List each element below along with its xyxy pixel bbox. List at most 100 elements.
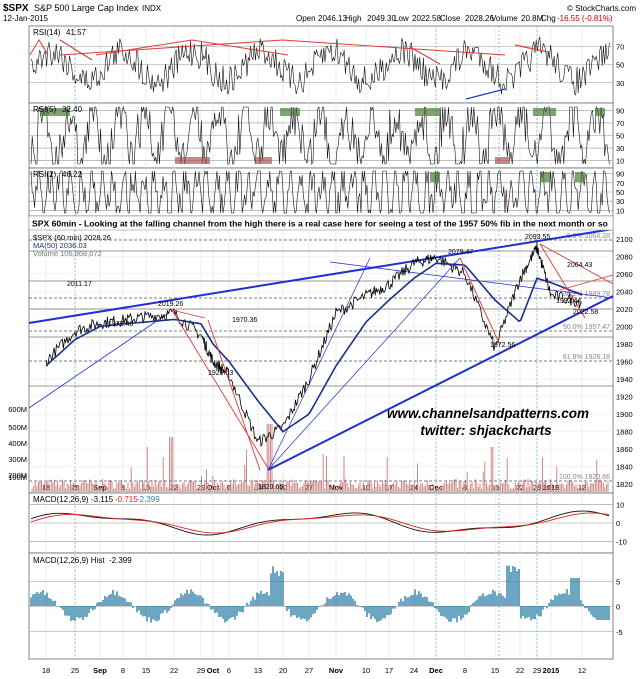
x-tick-label: 8 bbox=[463, 666, 467, 675]
x-tick-label: 20 bbox=[279, 666, 287, 675]
x-tick-label: 15 bbox=[491, 483, 499, 492]
indicator-level-label: 70 bbox=[616, 119, 624, 128]
price-axis-label: 1820 bbox=[616, 480, 633, 489]
indicator-level-label: 30 bbox=[616, 79, 624, 88]
overbought-fill bbox=[540, 172, 550, 182]
volume-axis-label: 500M bbox=[8, 423, 27, 432]
svg-text:Volume 106,868,072: Volume 106,868,072 bbox=[33, 249, 102, 258]
indicator-level-label: 50 bbox=[616, 132, 624, 141]
red-trend-line bbox=[171, 309, 269, 469]
price-axis-label: 2060 bbox=[616, 270, 633, 279]
price-point-label: 1979.48 bbox=[108, 321, 133, 328]
indicator-level-label: 10 bbox=[616, 500, 624, 509]
annotation-box bbox=[28, 215, 614, 231]
watermark-twitter: twitter: shjackcharts bbox=[420, 423, 552, 438]
rsi5-line bbox=[30, 105, 610, 166]
overbought-fill bbox=[430, 172, 440, 182]
x-tick-label: 29 bbox=[533, 483, 541, 492]
index-name: S&P 500 Large Cap Index bbox=[34, 3, 139, 13]
x-tick-label: 8 bbox=[463, 483, 467, 492]
x-tick-label: 15 bbox=[142, 666, 150, 675]
volume-axis-label: 100M bbox=[8, 473, 27, 482]
overbought-fill bbox=[40, 108, 70, 116]
overbought-fill bbox=[533, 108, 556, 116]
oversold-fill bbox=[175, 157, 210, 164]
price-axis-label: 1840 bbox=[616, 463, 633, 472]
price-axis-label: 1960 bbox=[616, 358, 633, 367]
price-point-label: 1992.44 bbox=[556, 298, 581, 305]
macd-legend: MACD(12,26,9) -3.115 -0.715 -2.399 bbox=[33, 495, 160, 504]
price-axis-label: 1880 bbox=[616, 428, 633, 437]
x-tick-label: 10 bbox=[362, 666, 370, 675]
x-tick-label: Dec bbox=[429, 483, 443, 492]
indicator-level-label: -10 bbox=[616, 538, 627, 547]
blue-arrow bbox=[465, 88, 506, 100]
x-tick-label: 15 bbox=[491, 666, 499, 675]
annotation-text: SPX 60min - Looking at the falling chann… bbox=[32, 219, 608, 229]
indicator-level-label: 5 bbox=[616, 577, 620, 586]
price-plot-layer: 18182525SepSep88151522222929OctOct661313… bbox=[8, 228, 633, 675]
x-tick-label: 17 bbox=[385, 666, 393, 675]
red-arrow bbox=[514, 44, 549, 53]
watermark-site: www.channelsandpatterns.com bbox=[387, 406, 589, 421]
indicator-level-label: 10 bbox=[616, 206, 624, 215]
rsi-trend-line bbox=[29, 39, 49, 56]
svg-text:-2.399: -2.399 bbox=[137, 495, 160, 504]
fan-line bbox=[267, 257, 371, 471]
price-axis-label: 2020 bbox=[616, 305, 633, 314]
price-axis-label: 2080 bbox=[616, 252, 633, 261]
svg-text:2046.13: 2046.13 bbox=[318, 14, 347, 23]
svg-text:2028.26: 2028.26 bbox=[465, 14, 494, 23]
svg-text:Close: Close bbox=[440, 14, 461, 23]
price-point-label: 1820.66 bbox=[258, 484, 283, 491]
indicator-level-label: 70 bbox=[616, 42, 624, 51]
fib-level-label: 61.8% 1926.18 bbox=[563, 354, 610, 361]
fib-level-label: 50.0% 1957.47 bbox=[563, 324, 610, 331]
x-tick-label: Nov bbox=[329, 666, 344, 675]
x-tick-label: 2015 bbox=[543, 483, 560, 492]
red-arrow bbox=[59, 39, 93, 61]
svg-text:-2.399: -2.399 bbox=[109, 556, 132, 565]
rsi2-label: RSI(2) bbox=[33, 170, 56, 179]
rsi5-label: RSI(5) bbox=[33, 105, 56, 114]
overbought-fill bbox=[595, 108, 605, 116]
price-point-label: 2064.43 bbox=[567, 262, 592, 269]
red-trend-line bbox=[539, 243, 614, 285]
price-point-label: 2019.26 bbox=[158, 301, 183, 308]
svg-text:20.8M: 20.8M bbox=[521, 14, 544, 23]
x-tick-label: 22 bbox=[516, 666, 524, 675]
red-trend-line bbox=[539, 243, 586, 319]
rising-support-line bbox=[267, 295, 614, 471]
minor-channel-line bbox=[28, 311, 171, 409]
rsi2-value: 46.22 bbox=[62, 170, 83, 179]
indicator-level-label: 0 bbox=[616, 519, 620, 528]
svg-text:High: High bbox=[345, 14, 361, 23]
price-axis-label: 2040 bbox=[616, 287, 633, 296]
x-tick-label: Nov bbox=[329, 483, 344, 492]
price-point-label: 2022.58 bbox=[573, 309, 598, 316]
rsi5-value: 32.40 bbox=[62, 105, 83, 114]
price-axis-label: 1900 bbox=[616, 410, 633, 419]
x-tick-label: 13 bbox=[254, 666, 262, 675]
price-axis-label: 1980 bbox=[616, 340, 633, 349]
indicator-level-label: 50 bbox=[616, 188, 624, 197]
exchange: INDX bbox=[142, 4, 162, 13]
main-legend: $SPX (60 min) 2028.26 MA(50) 2036.03 Vol… bbox=[33, 233, 111, 258]
indicator-level-label: 70 bbox=[616, 179, 624, 188]
symbol: $SPX bbox=[3, 3, 29, 14]
x-tick-label: 29 bbox=[197, 483, 205, 492]
header-date: 12-Jan-2015 bbox=[3, 14, 48, 23]
upper-channel-line bbox=[28, 228, 614, 324]
volume-axis-label: 400M bbox=[8, 439, 27, 448]
overbought-fill bbox=[415, 108, 440, 116]
rsi2-line bbox=[30, 169, 610, 214]
x-tick-label: Oct bbox=[207, 666, 220, 675]
svg-text:Chg: Chg bbox=[541, 14, 556, 23]
oversold-fill bbox=[255, 157, 272, 164]
volume-axis-label: 600M bbox=[8, 405, 27, 414]
ma50-series-line bbox=[45, 262, 583, 433]
volume-axis-label: 300M bbox=[8, 455, 27, 464]
x-tick-label: Sep bbox=[93, 483, 107, 492]
rsi14-value: 41.57 bbox=[66, 28, 87, 37]
